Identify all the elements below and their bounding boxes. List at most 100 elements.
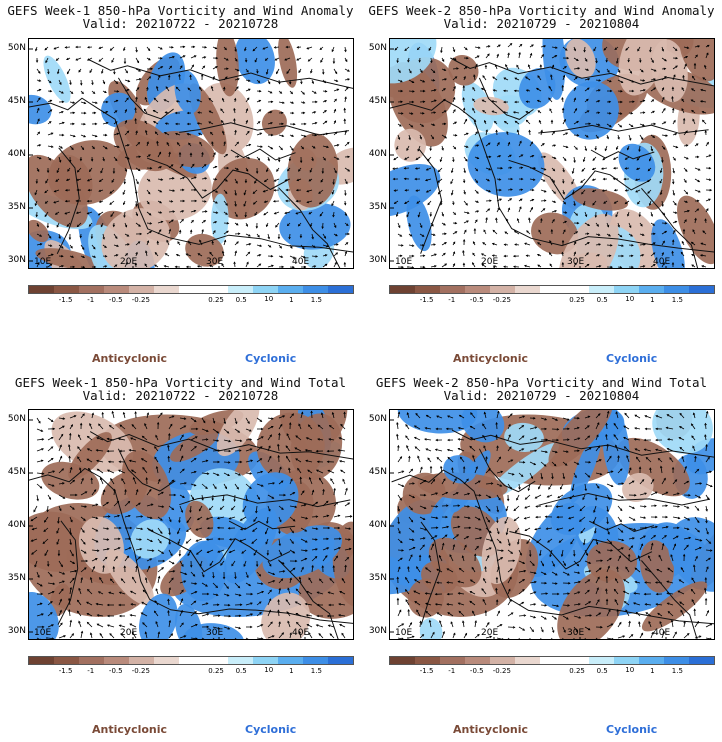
colorbar-swatch	[128, 286, 154, 293]
colorbar-label: -0.5	[469, 296, 484, 304]
colorbar-label: -0.25	[131, 296, 150, 304]
cyclonic-label: Cyclonic	[606, 352, 658, 365]
latitude-label: 30N	[7, 255, 26, 265]
vorticity-map	[389, 409, 715, 640]
colorbar-label: 0.5	[596, 296, 608, 304]
latitude-label: 30N	[7, 626, 26, 636]
panel-title: GEFS Week-2 850-hPa Vorticity and Wind T…	[375, 375, 708, 390]
colorbar-swatch	[539, 286, 565, 293]
longitude-label: 30E	[567, 628, 585, 638]
latitude-label: 35N	[7, 202, 26, 212]
colorbar-swatch	[203, 657, 229, 664]
colorbar-swatch	[689, 657, 714, 664]
colorbar-swatch	[689, 286, 714, 293]
colorbar-label: 1.5	[671, 667, 683, 675]
colorbar-scale-marker: 10	[625, 666, 635, 674]
colorbar-swatch	[253, 657, 279, 664]
longitude-label: 10E	[395, 257, 413, 267]
longitude-label: 10E	[395, 628, 413, 638]
colorbar-label: -1	[448, 667, 456, 675]
longitude-label: 10E	[34, 628, 52, 638]
colorbar-label: 1	[650, 296, 655, 304]
colorbar-swatch	[664, 286, 690, 293]
longitude-label: 20E	[120, 628, 138, 638]
colorbar-swatch	[253, 286, 279, 293]
longitude-label: 30E	[206, 628, 224, 638]
cyclonic-label: Cyclonic	[245, 352, 297, 365]
longitude-label: 40E	[653, 628, 671, 638]
longitude-label: 40E	[653, 257, 671, 267]
panel-title: GEFS Week-2 850-hPa Vorticity and Wind A…	[368, 3, 715, 18]
colorbar-swatch	[589, 657, 615, 664]
colorbar-label: -0.25	[492, 296, 511, 304]
colorbar-label: -1.5	[419, 667, 434, 675]
latitude-label: 45N	[7, 467, 26, 477]
colorbar-swatch	[278, 657, 304, 664]
colorbar-label: 0.25	[569, 296, 585, 304]
colorbar-scale-marker: 10	[625, 295, 635, 303]
anticyclonic-label: Anticyclonic	[453, 352, 529, 365]
colorbar-swatch	[178, 286, 204, 293]
latitude-label: 45N	[7, 96, 26, 106]
colorbar-swatch	[228, 657, 254, 664]
colorbar-swatch	[153, 657, 179, 664]
colorbar-label: 0.5	[235, 296, 247, 304]
colorbar-swatch	[489, 657, 515, 664]
colorbar-swatch	[29, 286, 54, 293]
vorticity-map	[389, 38, 715, 269]
latitude-label: 50N	[368, 414, 387, 424]
colorbar-swatch	[390, 657, 415, 664]
panel-valid-dates: Valid: 20210729 - 20210804	[443, 16, 640, 31]
latitude-label: 30N	[368, 626, 387, 636]
panel-title: GEFS Week-1 850-hPa Vorticity and Wind T…	[14, 375, 347, 390]
colorbar-swatch	[303, 657, 329, 664]
colorbar-scale-marker: 10	[264, 295, 274, 303]
longitude-label: 40E	[292, 257, 310, 267]
colorbar-swatch	[614, 657, 640, 664]
colorbar-label: -1	[87, 667, 95, 675]
panel-valid-dates: Valid: 20210722 - 20210728	[82, 16, 279, 31]
colorbar	[28, 656, 354, 665]
colorbar-swatch	[464, 286, 490, 293]
colorbar-swatch	[203, 286, 229, 293]
longitude-label: 30E	[206, 257, 224, 267]
anticyclonic-label: Anticyclonic	[92, 723, 168, 736]
panel-week2-total: GEFS Week-2 850-hPa Vorticity and Wind T…	[361, 371, 722, 742]
colorbar-label: -1	[448, 296, 456, 304]
map-canvas	[390, 39, 714, 268]
colorbar-swatch	[514, 657, 540, 664]
colorbar-label: -0.5	[469, 667, 484, 675]
colorbar-swatch	[464, 657, 490, 664]
colorbar-label: -1.5	[419, 296, 434, 304]
colorbar-swatch	[390, 286, 415, 293]
longitude-label: 30E	[567, 257, 585, 267]
colorbar-swatch	[414, 286, 440, 293]
map-canvas	[390, 410, 714, 639]
colorbar-label: -1.5	[58, 296, 73, 304]
colorbar-label: -0.5	[108, 296, 123, 304]
colorbar	[389, 285, 715, 294]
panel-valid-dates: Valid: 20210722 - 20210728	[82, 388, 279, 403]
latitude-label: 40N	[7, 149, 26, 159]
colorbar-label: -1.5	[58, 667, 73, 675]
colorbar-swatch	[228, 286, 254, 293]
colorbar-label: 1.5	[671, 296, 683, 304]
colorbar-swatch	[78, 286, 104, 293]
latitude-label: 35N	[368, 573, 387, 583]
colorbar	[389, 656, 715, 665]
colorbar-swatch	[489, 286, 515, 293]
colorbar-label: 1.5	[310, 296, 322, 304]
colorbar-label: 0.5	[596, 667, 608, 675]
colorbar-label: 1	[289, 296, 294, 304]
colorbar-swatch	[564, 657, 590, 664]
panel-week1-anomaly: GEFS Week-1 850-hPa Vorticity and Wind A…	[0, 0, 361, 371]
latitude-label: 50N	[368, 43, 387, 53]
map-canvas	[29, 39, 353, 268]
panel-week1-total: GEFS Week-1 850-hPa Vorticity and Wind T…	[0, 371, 361, 742]
colorbar-label: 1.5	[310, 667, 322, 675]
colorbar-label: -0.5	[108, 667, 123, 675]
cyclonic-label: Cyclonic	[606, 723, 658, 736]
longitude-label: 20E	[481, 628, 499, 638]
latitude-label: 45N	[368, 467, 387, 477]
latitude-label: 50N	[7, 414, 26, 424]
